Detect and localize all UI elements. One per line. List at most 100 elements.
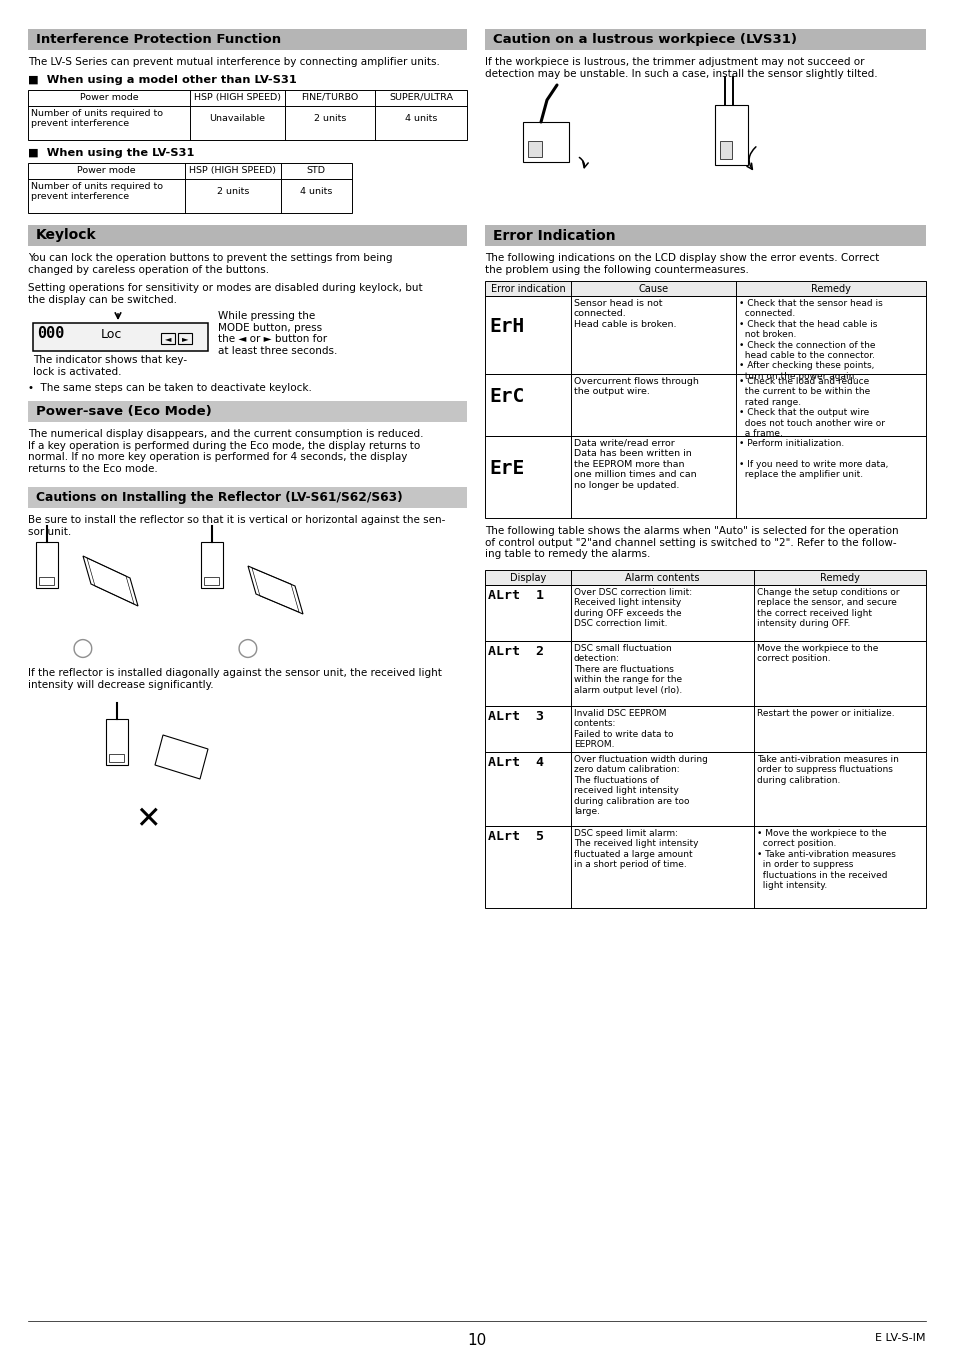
Text: 4 units: 4 units	[404, 113, 436, 123]
Bar	[484, 640, 925, 707]
Text: ALrt  4: ALrt 4	[488, 757, 543, 769]
Bar	[204, 577, 219, 585]
Text: Invalid DSC EEPROM
contents:
Failed to write data to
EEPROM.: Invalid DSC EEPROM contents: Failed to w…	[574, 709, 673, 750]
Text: ■  When using a model other than LV-S31: ■ When using a model other than LV-S31	[28, 76, 296, 85]
Bar	[106, 719, 128, 765]
Text: Power mode: Power mode	[80, 93, 138, 101]
Text: ALrt  5: ALrt 5	[488, 830, 543, 843]
Bar	[484, 436, 925, 517]
Text: Caution on a lustrous workpiece (LVS31): Caution on a lustrous workpiece (LVS31)	[493, 32, 796, 46]
Bar	[28, 226, 467, 246]
Text: 000: 000	[37, 326, 64, 340]
Text: •  The same steps can be taken to deactivate keylock.: • The same steps can be taken to deactiv…	[28, 382, 312, 393]
Text: Remedy: Remedy	[810, 284, 850, 295]
Text: • Perform initialization.

• If you need to write more data,
  replace the ampli: • Perform initialization. • If you need …	[739, 439, 888, 480]
Text: DSC speed limit alarm:
The received light intensity
fluctuated a large amount
in: DSC speed limit alarm: The received ligh…	[574, 830, 698, 869]
Text: Data write/read error
Data has been written in
the EEPROM more than
one million : Data write/read error Data has been writ…	[574, 439, 696, 489]
Bar	[161, 332, 174, 345]
Bar	[484, 570, 925, 585]
Bar	[39, 577, 54, 585]
Text: Error indication: Error indication	[490, 284, 565, 295]
Text: DSC small fluctuation
detection:
There are fluctuations
within the range for the: DSC small fluctuation detection: There a…	[574, 644, 681, 694]
Text: 2 units: 2 units	[314, 113, 346, 123]
Text: Over DSC correction limit:
Received light intensity
during OFF exceeds the
DSC c: Over DSC correction limit: Received ligh…	[574, 588, 691, 628]
Text: Unavailable: Unavailable	[210, 113, 265, 123]
Text: Alarm contents: Alarm contents	[624, 573, 699, 584]
Text: Number of units required to
prevent interference: Number of units required to prevent inte…	[30, 109, 163, 128]
Text: SUPER/ULTRA: SUPER/ULTRA	[389, 93, 453, 101]
Text: 2 units: 2 units	[216, 186, 249, 196]
Text: Be sure to install the reflector so that it is vertical or horizontal against th: Be sure to install the reflector so that…	[28, 515, 445, 536]
Text: STD: STD	[307, 166, 326, 176]
Text: Restart the power or initialize.: Restart the power or initialize.	[757, 709, 894, 717]
Text: ALrt  3: ALrt 3	[488, 711, 543, 723]
Bar	[28, 163, 352, 213]
Text: Power mode: Power mode	[77, 166, 135, 176]
Bar	[109, 754, 124, 762]
Text: Error Indication: Error Indication	[493, 228, 615, 242]
Text: ALrt  2: ALrt 2	[488, 644, 543, 658]
Text: 4 units: 4 units	[300, 186, 333, 196]
Text: ✕: ✕	[135, 805, 161, 834]
Text: Sensor head is not
connected.
Head cable is broken.: Sensor head is not connected. Head cable…	[574, 299, 676, 328]
Bar	[714, 105, 747, 165]
Text: The following indications on the LCD display show the error events. Correct
the : The following indications on the LCD dis…	[484, 253, 879, 274]
Text: ErH: ErH	[489, 317, 524, 336]
Text: The indicator shows that key-
lock is activated.: The indicator shows that key- lock is ac…	[33, 355, 187, 377]
Bar	[484, 28, 925, 50]
Text: • Check the load and reduce
  the current to be within the
  rated range.
• Chec: • Check the load and reduce the current …	[739, 377, 884, 438]
Text: HSP (HIGH SPEED): HSP (HIGH SPEED)	[193, 93, 281, 101]
Text: FINE/TURBO: FINE/TURBO	[301, 93, 358, 101]
Bar	[484, 226, 925, 246]
Text: Number of units required to
prevent interference: Number of units required to prevent inte…	[30, 182, 163, 201]
Bar	[522, 122, 568, 162]
Bar	[484, 296, 925, 374]
Bar	[720, 141, 731, 159]
Bar	[484, 281, 925, 296]
Text: ○: ○	[236, 636, 258, 661]
Bar	[33, 323, 208, 351]
Text: ►: ►	[182, 335, 188, 343]
Text: The numerical display disappears, and the current consumption is reduced.
If a k: The numerical display disappears, and th…	[28, 430, 423, 474]
Text: E LV-S-IM: E LV-S-IM	[875, 1333, 925, 1343]
Bar	[178, 332, 192, 345]
Text: Interference Protection Function: Interference Protection Function	[36, 32, 281, 46]
Text: Cause: Cause	[638, 284, 668, 295]
Text: The LV-S Series can prevent mutual interference by connecting amplifier units.: The LV-S Series can prevent mutual inter…	[28, 57, 439, 68]
Text: Loc: Loc	[101, 328, 122, 340]
Bar	[484, 585, 925, 640]
Text: ErE: ErE	[489, 459, 524, 478]
Text: ALrt  1: ALrt 1	[488, 589, 543, 603]
Text: Move the workpiece to the
correct position.: Move the workpiece to the correct positi…	[757, 644, 878, 663]
Bar	[527, 141, 541, 157]
Text: Cautions on Installing the Reflector (LV-S61/S62/S63): Cautions on Installing the Reflector (LV…	[36, 490, 402, 504]
Text: Power-save (Eco Mode): Power-save (Eco Mode)	[36, 405, 212, 417]
Text: ◄: ◄	[165, 335, 172, 343]
Text: Keylock: Keylock	[36, 228, 96, 242]
Text: Display: Display	[509, 573, 545, 584]
Bar	[484, 753, 925, 825]
Text: 10: 10	[467, 1333, 486, 1348]
Text: Change the setup conditions or
replace the sensor, and secure
the correct receiv: Change the setup conditions or replace t…	[757, 588, 899, 628]
Text: ○: ○	[72, 636, 93, 661]
Text: • Move the workpiece to the
  correct position.
• Take anti-vibration measures
 : • Move the workpiece to the correct posi…	[757, 830, 895, 890]
Text: If the reflector is installed diagonally against the sensor unit, the received l: If the reflector is installed diagonally…	[28, 667, 441, 689]
Text: • Check that the sensor head is
  connected.
• Check that the head cable is
  no: • Check that the sensor head is connecte…	[739, 299, 882, 381]
Text: If the workpiece is lustrous, the trimmer adjustment may not succeed or
detectio: If the workpiece is lustrous, the trimme…	[484, 57, 877, 78]
Bar	[28, 486, 467, 508]
Bar	[28, 91, 467, 141]
Text: You can lock the operation buttons to prevent the settings from being
changed by: You can lock the operation buttons to pr…	[28, 253, 392, 274]
Bar	[36, 542, 58, 588]
Text: Overcurrent flows through
the output wire.: Overcurrent flows through the output wir…	[574, 377, 699, 396]
Text: ErC: ErC	[489, 388, 524, 407]
Bar	[484, 825, 925, 908]
Text: Take anti-vibration measures in
order to suppress fluctuations
during calibratio: Take anti-vibration measures in order to…	[757, 755, 898, 785]
Bar	[28, 401, 467, 422]
Bar	[484, 707, 925, 753]
Bar	[28, 28, 467, 50]
Text: While pressing the
MODE button, press
the ◄ or ► button for
at least three secon: While pressing the MODE button, press th…	[218, 311, 337, 355]
Text: Remedy: Remedy	[820, 573, 859, 584]
Text: Over fluctuation width during
zero datum calibration:
The fluctuations of
receiv: Over fluctuation width during zero datum…	[574, 755, 707, 816]
Text: ■  When using the LV-S31: ■ When using the LV-S31	[28, 149, 194, 158]
Bar	[484, 374, 925, 436]
